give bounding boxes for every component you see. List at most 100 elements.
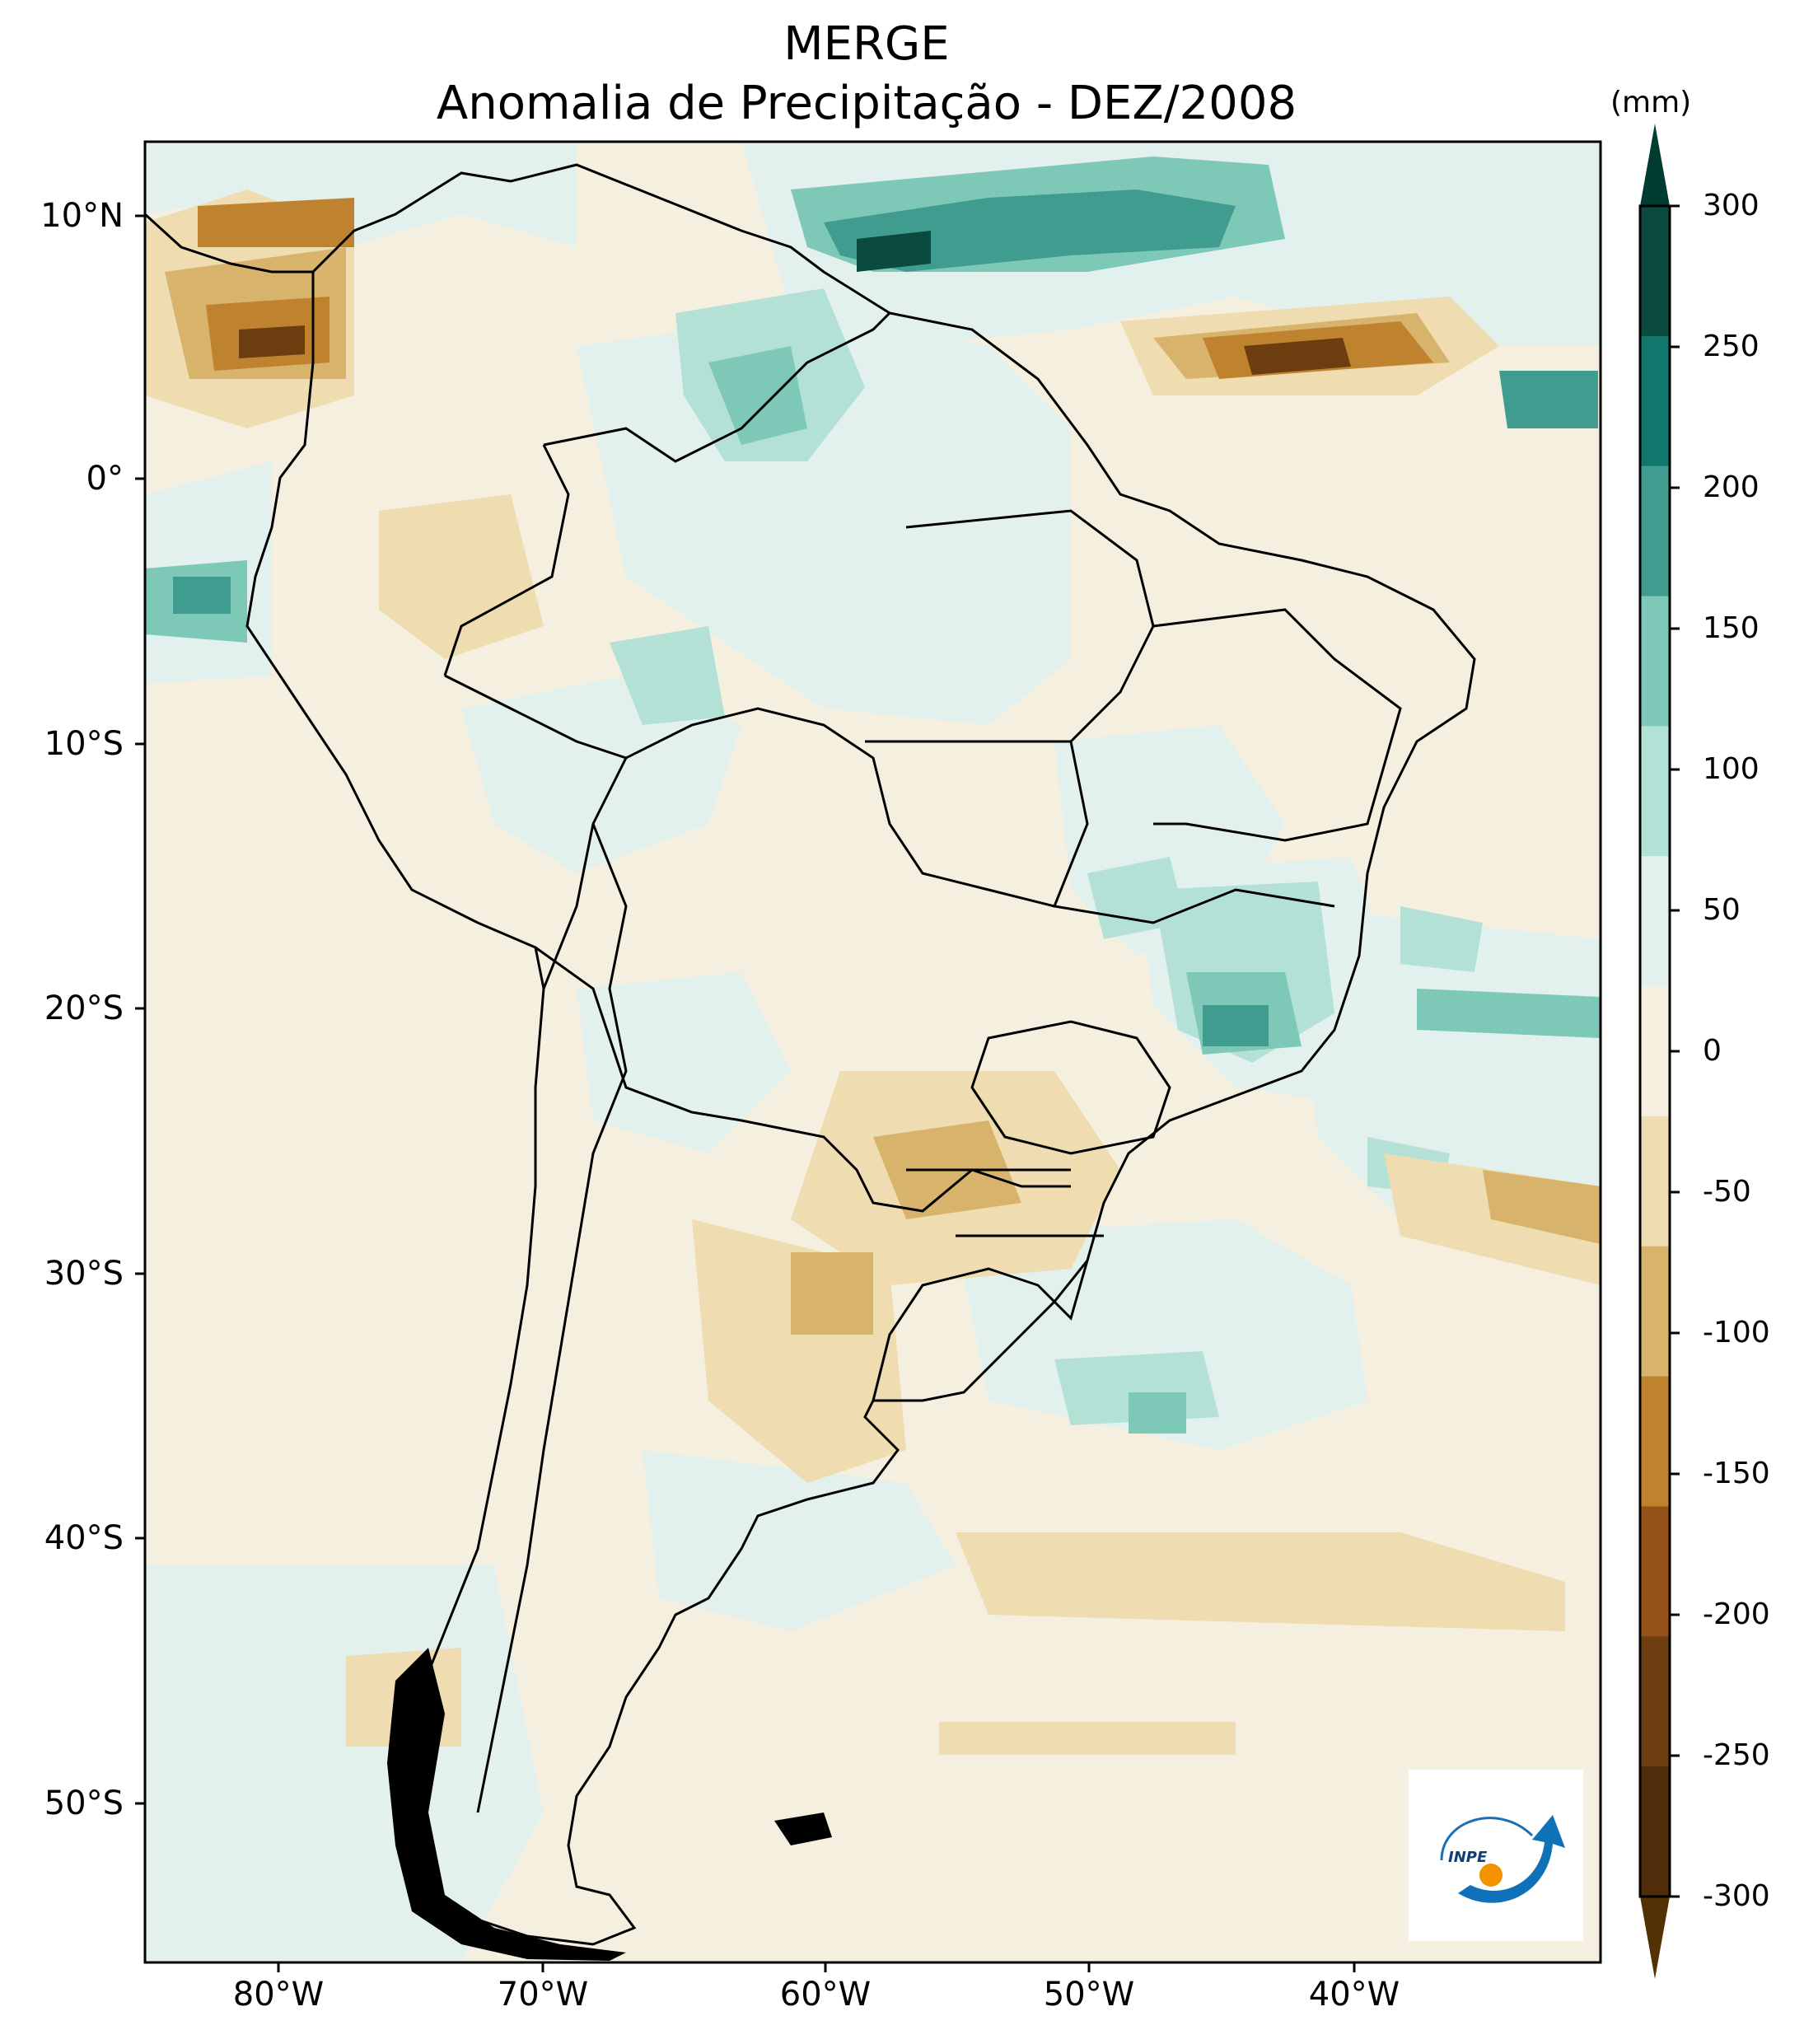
dry-light-south-atlantic-band <box>956 1532 1565 1631</box>
colorbar-tick-label: 0 <box>1703 1034 1722 1068</box>
colorbar-tick-label: -50 <box>1703 1175 1751 1209</box>
logo-arrow-icon <box>1458 1815 1565 1903</box>
colorbar-tick-label: 200 <box>1703 470 1760 504</box>
colorbar-tick-label: -100 <box>1703 1316 1770 1349</box>
lat-tick-marks <box>135 214 145 1805</box>
colorbar-swatch-12 <box>1640 1766 1670 1897</box>
wet-heavy-east-atlantic <box>1499 371 1598 428</box>
lat-label-20s: 20°S <box>44 989 124 1027</box>
brazil-state-borders-northeast <box>1152 608 1402 842</box>
wet-strong-roraima <box>708 346 807 445</box>
wet-area-north-pacific <box>145 142 577 247</box>
wet-area-western-amazon <box>461 676 741 873</box>
colorbar-tick-label: -250 <box>1703 1738 1770 1772</box>
dry-light-ecuador-peru <box>379 494 544 659</box>
dry-mid-northeast-argentina <box>791 1252 873 1335</box>
lon-tick-marks <box>277 1962 1356 1972</box>
south-america-coastline <box>245 163 1476 1946</box>
plot-frame <box>143 140 1602 1964</box>
logo-sun-icon <box>1479 1864 1503 1887</box>
colorbar-tick-label: 300 <box>1703 189 1760 222</box>
colorbar-swatch-7 <box>1640 1116 1670 1247</box>
dry-extreme-areas <box>239 325 1351 375</box>
colorbar-swatch-10 <box>1640 1506 1670 1637</box>
wet-mid-atlantic-east <box>1400 906 1483 972</box>
wet-extreme-areas <box>857 231 931 272</box>
border-paraguay-bolivia <box>535 946 1071 1213</box>
colorbar-tick-label: 50 <box>1703 893 1741 927</box>
colorbar-unit-label: (mm) <box>1610 86 1692 119</box>
colorbar-tick-label: -300 <box>1703 1879 1770 1913</box>
colorbar-swatch-8 <box>1640 1246 1670 1377</box>
dry-strong-caribbean <box>198 198 354 247</box>
colorbar <box>1638 124 1680 1979</box>
border-peru-brazil <box>444 674 627 760</box>
lat-label-0: 0° <box>86 460 124 498</box>
border-venezuela-brazil <box>543 311 891 463</box>
wet-heavy-minas-core <box>1203 1005 1269 1046</box>
lat-label-40s: 40°S <box>44 1519 124 1557</box>
colorbar-bottom-extend <box>1640 1897 1670 1979</box>
chile-fjords <box>387 1648 832 1961</box>
falkland-islands <box>774 1812 832 1845</box>
colorbar-swatch-1 <box>1640 335 1670 467</box>
dry-extreme-colombia <box>239 325 305 358</box>
wet-strong-south-atlantic <box>1129 1392 1186 1434</box>
colorbar-swatch-5 <box>1640 856 1670 987</box>
lon-label-60w: 60°W <box>779 1976 872 2014</box>
map-title-line1: MERGE <box>783 17 950 71</box>
border-uruguay <box>872 1260 1089 1401</box>
lat-label-30s: 30°S <box>44 1255 124 1293</box>
wet-area-chaco <box>577 972 791 1153</box>
colorbar-tick-label: 250 <box>1703 330 1760 363</box>
coastlines-and-borders <box>145 163 1476 1946</box>
wet-area-patagonia-coast <box>643 1450 956 1631</box>
lat-label-10s: 10°S <box>44 725 124 763</box>
lat-label-10n: 10°N <box>40 197 124 235</box>
colorbar-swatches <box>1640 206 1670 1897</box>
logo-orbit-line <box>1440 1817 1534 1861</box>
lon-label-50w: 50°W <box>1043 1976 1135 2014</box>
fjord-coast-fill <box>387 1648 626 1961</box>
colorbar-tick-label: 150 <box>1703 611 1760 645</box>
colorbar-swatch-2 <box>1640 465 1670 597</box>
border-chile-argentina <box>476 823 628 1813</box>
colorbar-tick-label: -150 <box>1703 1457 1770 1490</box>
central-america-coast <box>145 213 313 274</box>
colorbar-swatch-11 <box>1640 1636 1670 1767</box>
wet-area-atlantic-south <box>956 1219 1367 1450</box>
dry-light-far-south <box>939 1722 1236 1755</box>
lon-label-40w: 40°W <box>1308 1976 1400 2014</box>
dry-mid-southeast-band <box>1483 1170 1601 1244</box>
border-bolivia-brazil <box>542 707 1055 989</box>
lon-label-80w: 80°W <box>232 1976 325 2014</box>
map-title-line2: Anomalia de Precipitação - DEZ/2008 <box>436 77 1297 130</box>
colorbar-tick-label: -200 <box>1703 1597 1770 1631</box>
colorbar-swatch-0 <box>1640 206 1670 337</box>
colorbar-tick-marks <box>1670 204 1680 1898</box>
lat-label-50s: 50°S <box>44 1784 124 1822</box>
colorbar-swatch-3 <box>1640 596 1670 727</box>
brazil-state-borders-north <box>905 509 1155 743</box>
inpe-logo-graphic: INPE <box>1440 1815 1565 1903</box>
border-colombia-peru <box>443 444 570 676</box>
dry-extreme-equatorial <box>1244 338 1351 375</box>
wet-heavy-pacific <box>173 577 231 614</box>
colorbar-top-extend <box>1640 124 1670 206</box>
colorbar-tick-label: 100 <box>1703 752 1760 786</box>
wet-area-south-atlantic <box>1285 906 1601 1236</box>
wet-area-south-pacific <box>145 1565 544 1962</box>
anomaly-field <box>145 142 1601 1962</box>
colorbar-swatch-6 <box>1640 986 1670 1117</box>
brazil-state-borders-south <box>906 1168 1104 1237</box>
wet-extreme-north-core <box>857 231 931 272</box>
inpe-logo: INPE <box>1409 1770 1583 1941</box>
colorbar-swatch-4 <box>1640 726 1670 857</box>
colorbar-swatch-9 <box>1640 1376 1670 1507</box>
wet-strong-atlantic-band <box>1417 989 1601 1038</box>
wet-mid-acre <box>610 626 725 725</box>
brazil-state-borders-southeast <box>970 1020 1171 1155</box>
lon-label-70w: 70°W <box>497 1976 589 2014</box>
logo-text: INPE <box>1448 1849 1488 1866</box>
